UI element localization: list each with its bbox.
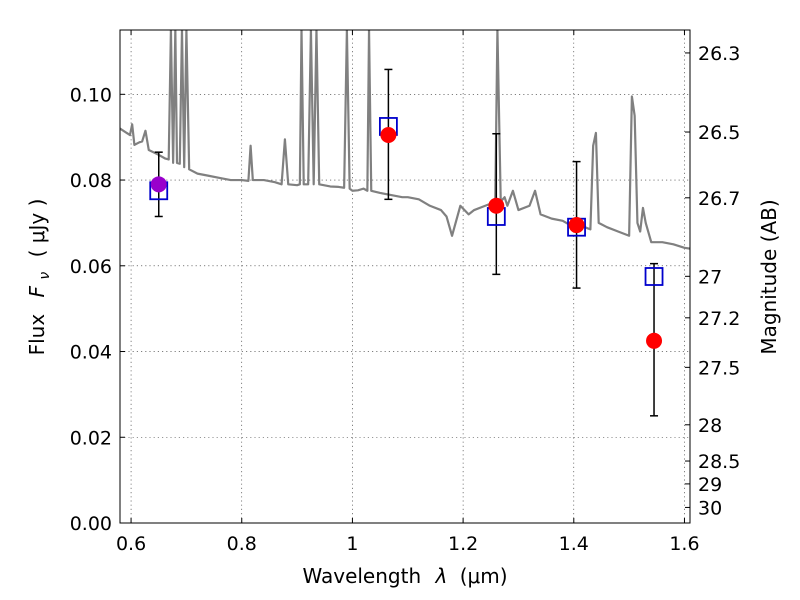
y-tick-label: 0.02 — [70, 427, 112, 449]
mag-tick-label: 27 — [698, 266, 722, 288]
x-tick-label: 1.6 — [669, 533, 699, 555]
x-tick-label: 1.4 — [559, 533, 589, 555]
y-axis-label-text: Flux — [25, 314, 49, 356]
x-axis-label-symbol: λ — [435, 564, 448, 588]
grid-lines — [120, 30, 690, 524]
y-axis-label-symbol: F — [25, 285, 49, 297]
y-tick-label: 0.06 — [70, 256, 112, 278]
y-tick-label: 0.08 — [70, 170, 112, 192]
model-square-marker — [644, 267, 664, 286]
axis-ticks: 0.6 0.8 1 1.2 1.4 1.6 0.00 0.02 0.04 0.06 0.08 0.10… — [70, 30, 740, 555]
plot-area — [120, 30, 690, 417]
observed-flux-point — [646, 332, 663, 349]
y-axis-label: Flux F ν ( μJy ) — [25, 199, 54, 356]
mag-tick-label: 29 — [698, 474, 722, 496]
mag-tick-label: 28.5 — [698, 451, 740, 473]
x-tick-label: 0.6 — [116, 533, 146, 555]
x-axis-label-unit: (μm) — [460, 564, 508, 588]
x-tick-label: 1 — [346, 533, 358, 555]
x-axis-label: Wavelength λ (μm) — [302, 564, 507, 588]
mag-tick-label: 28 — [698, 415, 722, 437]
observed-flux-point — [568, 217, 585, 234]
y-tick-label: 0.00 — [70, 513, 112, 535]
spectrum-line — [120, 30, 690, 250]
y-axis-label-subscript: ν — [37, 272, 53, 280]
plot-frame — [119, 29, 691, 524]
mag-tick-label: 30 — [698, 497, 722, 519]
x-axis-label-text: Wavelength — [302, 564, 421, 588]
mag-tick-label: 27.5 — [698, 357, 740, 379]
mag-tick-label: 26.7 — [698, 188, 740, 210]
y-axis-label-unit: ( μJy ) — [25, 199, 49, 258]
x-tick-label: 1.2 — [448, 533, 478, 555]
observed-flux-point — [150, 176, 167, 193]
mag-tick-label: 26.3 — [698, 43, 740, 65]
y-tick-label: 0.10 — [70, 84, 112, 106]
x-tick-label: 0.8 — [227, 533, 257, 555]
observed-flux-point — [488, 197, 505, 214]
secondary-axis-label: Magnitude (AB) — [757, 199, 781, 354]
y-tick-label: 0.04 — [70, 342, 112, 364]
observed-flux-point — [380, 127, 397, 144]
mag-tick-label: 26.5 — [698, 122, 740, 144]
mag-tick-label: 27.2 — [698, 308, 740, 330]
